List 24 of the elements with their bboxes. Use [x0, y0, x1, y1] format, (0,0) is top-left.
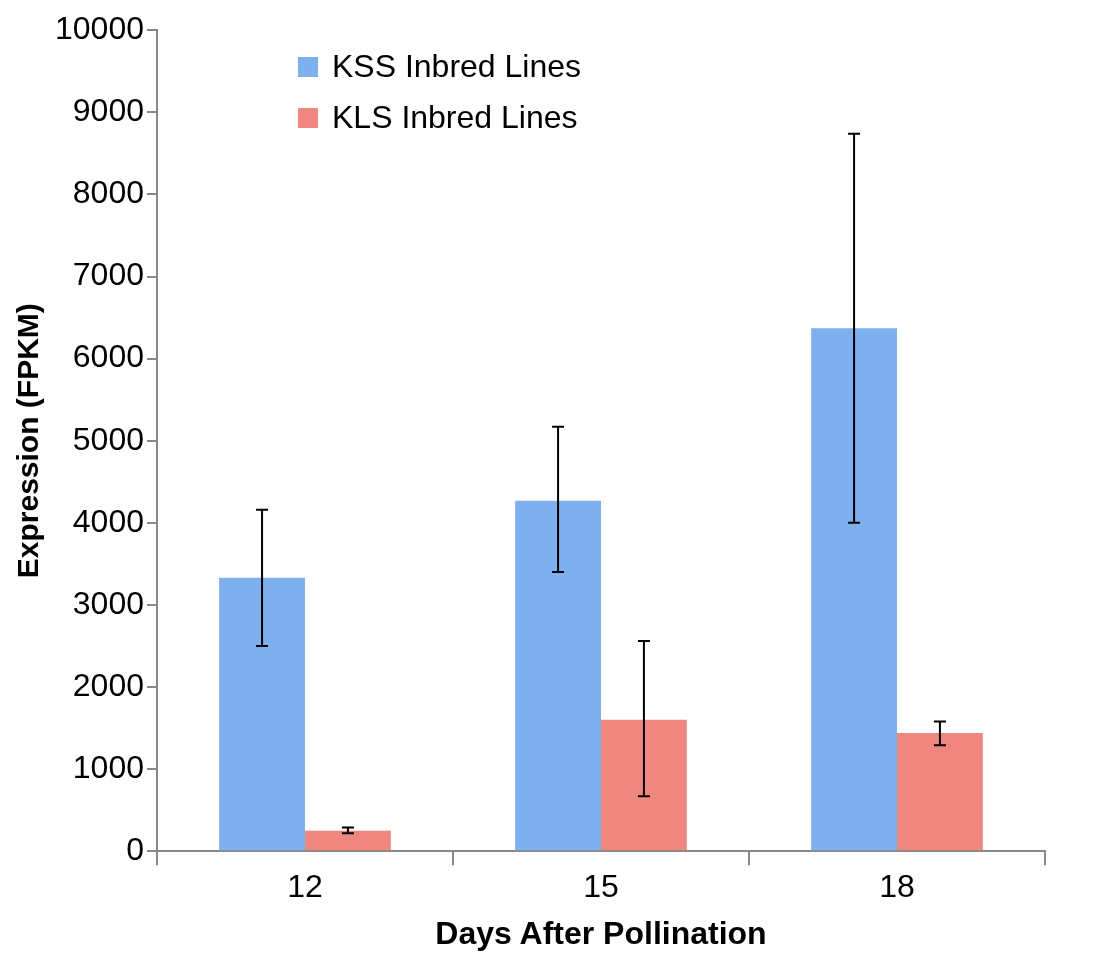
y-axis-title: Expression (FPKM) [11, 303, 45, 579]
x-tick-label: 18 [879, 868, 915, 905]
y-tick-label: 9000 [72, 92, 144, 129]
y-tick-label: 10000 [55, 10, 144, 47]
y-tick-label: 7000 [72, 256, 144, 293]
legend-label: KLS Inbred Lines [332, 99, 578, 136]
y-tick-label: 1000 [72, 748, 144, 785]
bar [897, 732, 983, 851]
y-tick-label: 4000 [72, 502, 144, 539]
bar [811, 328, 897, 851]
bar [600, 719, 687, 851]
y-tick-label: 0 [126, 831, 144, 868]
y-tick-label: 3000 [72, 584, 144, 621]
y-tick-label: 5000 [72, 420, 144, 457]
legend-label: KSS Inbred Lines [332, 48, 582, 85]
y-tick-label: 8000 [72, 174, 144, 211]
bar [304, 830, 391, 851]
bar [515, 500, 601, 851]
x-tick-label: 12 [287, 868, 323, 905]
bar [219, 577, 305, 851]
x-axis-title: Days After Pollination [435, 914, 767, 951]
y-tick-label: 2000 [72, 666, 144, 703]
x-tick-label: 15 [583, 868, 619, 905]
y-tick-label: 6000 [72, 338, 144, 375]
